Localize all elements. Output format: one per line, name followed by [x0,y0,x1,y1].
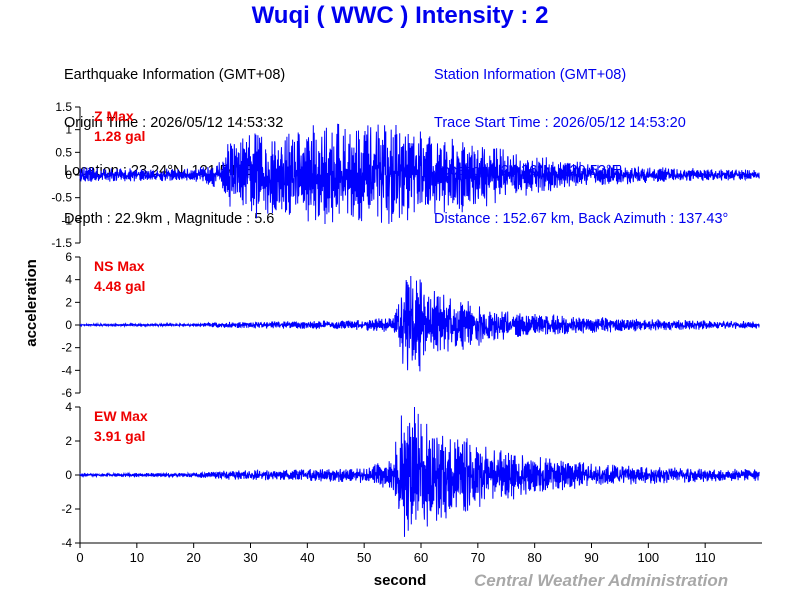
ew-channel-label: EW Max [94,408,148,424]
ns-peak-value: 4.48 gal [94,278,145,294]
depth-magnitude: Depth : 22.9km , Magnitude : 5.6 [64,211,275,227]
ew-y-tick-label: 2 [65,434,72,448]
ns-waveform-trace [79,275,760,372]
z-y-tick-label: 0.5 [55,145,72,159]
ns-y-tick-label: 2 [65,295,72,309]
x-tick-label: 30 [243,550,257,565]
origin-time: Origin Time : 2026/05/12 14:53:32 [64,115,284,131]
z-y-tick-label: -1.5 [51,236,72,250]
ew-y-tick-label: -2 [61,502,72,516]
ns-y-tick-label: -2 [61,341,72,355]
z-y-tick-label: -0.5 [51,191,72,205]
ns-y-tick-label: 4 [65,273,72,287]
z-peak-value: 1.28 gal [94,128,145,144]
page-title: Wuqi ( WWC ) Intensity : 2 [251,2,549,29]
credit-text: Central Weather Administration [474,571,729,590]
ew-y-tick-label: -4 [61,536,72,550]
x-tick-label: 90 [584,550,598,565]
y-axis-title: acceleration [23,259,40,347]
ns-y-tick-label: -6 [61,386,72,400]
x-tick-label: 100 [637,550,659,565]
ew-waveform-trace [79,406,760,537]
ns-y-tick-label: 6 [65,250,72,264]
x-tick-label: 10 [130,550,144,565]
station-info-heading: Station Information (GMT+08) [434,67,627,83]
x-tick-label: 40 [300,550,314,565]
distance-azimuth: Distance : 152.67 km, Back Azimuth : 137… [434,211,729,227]
ew-y-tick-label: 4 [65,400,72,414]
x-tick-label: 70 [471,550,485,565]
z-y-tick-label: 0 [65,168,72,182]
ns-y-tick-label: -4 [61,363,72,377]
trace-start-time: Trace Start Time : 2026/05/12 14:53:20 [434,115,686,131]
ns-channel-label: NS Max [94,258,145,274]
z-y-tick-label: 1 [65,123,72,137]
x-tick-label: 50 [357,550,371,565]
ew-y-tick-label: 0 [65,468,72,482]
x-tick-label: 0 [76,550,83,565]
z-channel-label: Z Max [94,108,134,124]
x-axis-title: second [374,572,427,589]
z-y-tick-label: 1.5 [55,100,72,114]
x-tick-label: 80 [527,550,541,565]
ew-peak-value: 3.91 gal [94,428,145,444]
earthquake-info-heading: Earthquake Information (GMT+08) [64,67,286,83]
ns-y-tick-label: 0 [65,318,72,332]
x-tick-label: 20 [186,550,200,565]
z-y-tick-label: -1 [61,213,72,227]
z-waveform-trace [79,123,760,225]
x-tick-label: 60 [414,550,428,565]
x-tick-label: 110 [695,550,716,565]
